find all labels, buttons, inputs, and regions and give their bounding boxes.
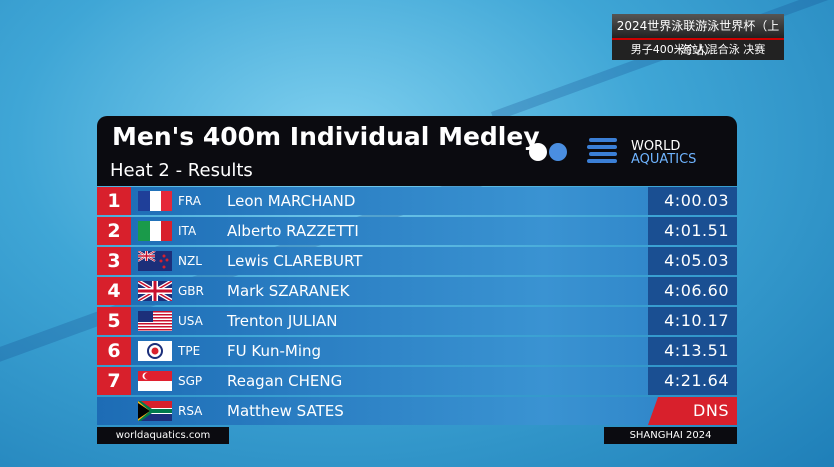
logo-text: WORLD	[631, 139, 681, 154]
time: 4:13.51	[664, 341, 729, 360]
country-code: SGP	[178, 374, 203, 388]
time: 4:21.64	[664, 371, 729, 390]
athlete-name: Lewis CLAREBURT	[227, 252, 363, 270]
flag	[138, 341, 172, 361]
website: worldaquatics.com	[97, 427, 229, 444]
time: 4:05.03	[664, 251, 729, 270]
banner-line: 2024世界泳联游泳世界杯（上海站）	[612, 14, 784, 57]
time: DNS	[693, 401, 729, 420]
rank: 6	[97, 337, 131, 365]
flag	[138, 371, 172, 391]
rank: 4	[97, 277, 131, 305]
rank: 5	[97, 307, 131, 335]
time: 4:10.17	[664, 311, 729, 330]
rank: 7	[97, 367, 131, 395]
result-row: 7 SGP Reagan CHENG 4:21.64	[97, 367, 737, 395]
country-code: FRA	[178, 194, 201, 208]
time: 4:00.03	[664, 191, 729, 210]
result-row: 4 GBR Mark SZARANEK 4:06.60	[97, 277, 737, 305]
rank: 1	[97, 187, 131, 215]
time-box: 4:00.03	[648, 187, 737, 215]
result-row: 2 ITA Alberto RAZZETTI 4:01.51	[97, 217, 737, 245]
time: 4:01.51	[664, 221, 729, 240]
title: Men's 400m Individual Medley	[112, 122, 540, 151]
result-row: 1 FRA Leon MARCHAND 4:00.03	[97, 187, 737, 215]
result-row: 3 NZL Lewis CLAREBURT 4:05.03	[97, 247, 737, 275]
flag	[138, 191, 172, 211]
rank: 3	[97, 247, 131, 275]
country-code: TPE	[178, 344, 201, 358]
athlete-name: Reagan CHENG	[227, 372, 343, 390]
flag	[138, 401, 172, 421]
time-box: 4:01.51	[648, 217, 737, 245]
country-code: NZL	[178, 254, 202, 268]
flag	[138, 281, 172, 301]
rank: 2	[97, 217, 131, 245]
time: 4:06.60	[664, 281, 729, 300]
corner-banner: 2024世界泳联游泳世界杯（上海站） 男子400米个人混合泳 决赛	[612, 14, 784, 60]
flag	[138, 311, 172, 331]
time-box: 4:21.64	[648, 367, 737, 395]
results-header: Men's 400m Individual Medley Heat 2 - Re…	[97, 116, 737, 186]
athlete-name: Mark SZARANEK	[227, 282, 350, 300]
country-code: USA	[178, 314, 203, 328]
flag	[138, 251, 172, 271]
athlete-name: FU Kun-Ming	[227, 342, 322, 360]
athlete-name: Leon MARCHAND	[227, 192, 356, 210]
result-row: 6 TPE FU Kun-Ming 4:13.51	[97, 337, 737, 365]
flag	[138, 221, 172, 241]
subtitle: Heat 2 - Results	[110, 160, 253, 181]
time-box: 4:05.03	[648, 247, 737, 275]
result-row: RSA Matthew SATES DNS	[97, 397, 737, 425]
athlete-name: Trenton JULIAN	[227, 312, 338, 330]
banner-line: 男子400米个人混合泳 决赛	[630, 43, 766, 56]
country-code: RSA	[178, 404, 203, 418]
country-code: ITA	[178, 224, 197, 238]
logo-mark	[529, 138, 617, 163]
result-row: 5 USA Trenton JULIAN 4:10.17	[97, 307, 737, 335]
time-box: 4:10.17	[648, 307, 737, 335]
logo-text: AQUATICS	[631, 152, 697, 167]
country-code: GBR	[178, 284, 204, 298]
athlete-name: Alberto RAZZETTI	[227, 222, 359, 240]
time-box: 4:06.60	[648, 277, 737, 305]
location: SHANGHAI 2024	[604, 427, 737, 444]
time-box: 4:13.51	[648, 337, 737, 365]
athlete-name: Matthew SATES	[227, 402, 344, 420]
time-box: DNS	[648, 397, 737, 425]
